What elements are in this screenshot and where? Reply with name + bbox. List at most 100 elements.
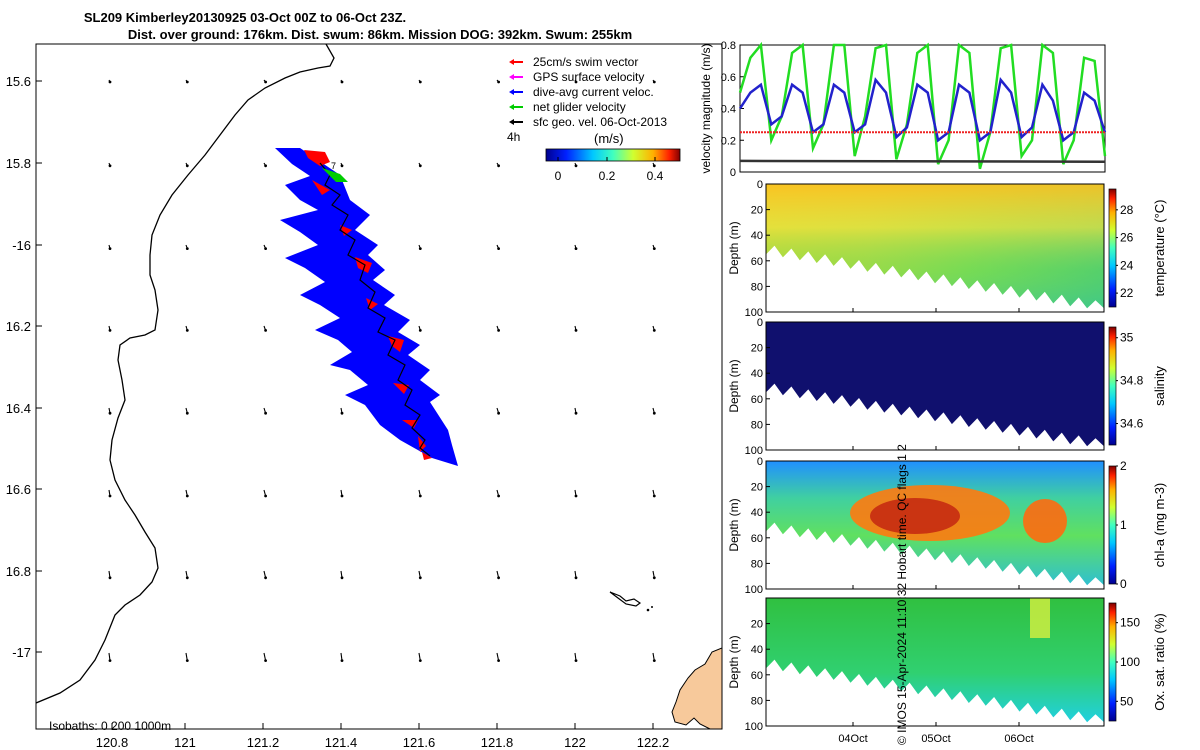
map-y-tick-label: -16 <box>12 238 31 253</box>
geo-velocity-arrow <box>418 244 422 251</box>
speed-colorbar-tick: 0.2 <box>599 169 616 183</box>
geo-velocity-arrow <box>496 325 500 332</box>
geo-velocity-arrow <box>263 407 267 415</box>
map-y-tick-label: 16.8 <box>6 564 31 579</box>
velocity-y-label: velocity magnitude (m/s) <box>699 43 713 173</box>
legend-item: 25cm/s swim vector <box>509 55 638 69</box>
geo-velocity-arrow <box>263 325 267 332</box>
profile-y-tick: 60 <box>751 256 763 268</box>
geo-velocity-arrow <box>652 407 656 415</box>
oxygen-high-patch <box>1030 598 1050 638</box>
speed-colorbar-ticks: 0 0.2 0.4 <box>555 157 664 183</box>
profile-y-tick: 40 <box>751 230 763 242</box>
legend-label: net glider velocity <box>533 100 626 114</box>
map-tick-labels: 120.8 121 121.2 121.4 121.6 121.8 122 122.2 15.6… <box>6 74 670 750</box>
profile-colorbar-tick: 150 <box>1120 616 1140 630</box>
profile-panel-chl-a: 0 20 40 60 80 100 Depth (m) 0 1 2 chl-a (mg m-3) <box>727 456 1167 596</box>
geo-velocity-arrow <box>574 162 578 168</box>
profile-data-field <box>766 322 1104 447</box>
map-title-line2: Dist. over ground: 176km. Dist. swum: 86… <box>127 27 633 42</box>
geo-velocity-arrow <box>574 570 578 580</box>
geo-velocity-arrow <box>496 244 500 251</box>
geo-velocity-arrow <box>418 652 422 662</box>
profile-y-tick: 40 <box>751 368 763 380</box>
scale-label: 4h <box>507 130 520 144</box>
speed-colorbar <box>545 148 681 162</box>
profile-colorbar-tick: 22 <box>1120 286 1134 300</box>
geo-velocity-arrow <box>496 489 500 498</box>
profile-axes-frame <box>765 460 1105 590</box>
map-x-tick-label: 121 <box>174 735 196 750</box>
legend-item: GPS surface velocity <box>509 70 644 84</box>
geo-velocity-arrow <box>185 79 189 84</box>
profile-colorbar <box>1108 188 1117 308</box>
map-y-tick-label: 16.6 <box>6 482 31 497</box>
legend-item: dive-avg current veloc. <box>509 85 654 99</box>
profile-y-tick: 20 <box>751 619 763 631</box>
profile-data-field <box>766 598 1104 723</box>
geo-velocity-arrow <box>418 570 422 580</box>
profile-colorbar-label: chl-a (mg m-3) <box>1152 483 1167 568</box>
velocity-panel: 0 0.2 0.4 0.6 0.8 velocity magnitude (m/s) <box>699 40 1107 179</box>
geo-velocity-arrow <box>652 570 656 580</box>
map-x-tick-label: 121.8 <box>481 735 514 750</box>
profile-colorbar-tick: 24 <box>1120 258 1134 272</box>
footer-credit: © IMOS 15-Apr-2024 11:10:32 Hobart time.… <box>895 444 910 745</box>
geo-velocity-arrow <box>652 79 656 84</box>
geo-velocity-arrow <box>418 79 422 84</box>
legend-label: sfc geo. vel. 06-Oct-2013 <box>533 115 667 129</box>
geo-velocity-arrow <box>185 652 189 662</box>
profile-colorbar <box>1108 465 1117 585</box>
profile-y-tick: 40 <box>751 644 763 656</box>
geo-velocity-arrow <box>263 162 267 168</box>
glider-track: 7 <box>275 148 458 466</box>
geo-velocity-arrow <box>652 162 656 168</box>
island <box>609 591 642 607</box>
profile-y-tick: 0 <box>757 317 763 329</box>
net-velocity-arrow <box>322 168 348 182</box>
map-title-line1: SL209 Kimberley20130925 03-Oct 00Z to 06… <box>83 10 407 25</box>
geo-velocity-arrow <box>108 79 112 84</box>
coastline <box>36 44 335 704</box>
profile-y-label: Depth (m) <box>727 221 741 274</box>
profile-colorbar-label: Ox. sat. ratio (%) <box>1152 613 1167 711</box>
profile-y-tick: 100 <box>745 721 763 733</box>
map-x-tick-label: 121.6 <box>403 735 436 750</box>
profile-y-tick: 0 <box>757 179 763 191</box>
geo-velocity-arrow <box>185 325 189 332</box>
legend-item: sfc geo. vel. 06-Oct-2013 <box>509 115 667 129</box>
profile-y-tick: 60 <box>751 394 763 406</box>
profile-colorbar-tick: 34.8 <box>1120 374 1144 388</box>
velocity-y-tick: 0.6 <box>721 72 736 84</box>
geo-velocity-arrow <box>263 489 267 498</box>
profile-y-tick: 20 <box>751 343 763 355</box>
profile-y-tick: 0 <box>757 456 763 468</box>
geo-velocity-arrows <box>108 79 656 662</box>
svg-text:7: 7 <box>331 161 336 171</box>
profile-y-tick: 100 <box>745 307 763 319</box>
profile-y-tick: 80 <box>751 281 763 293</box>
velocity-y-tick: 0.4 <box>721 104 736 116</box>
geo-velocity-arrow <box>574 652 578 662</box>
map-y-tick-label: -17 <box>12 645 31 660</box>
profile-y-tick: 40 <box>751 507 763 519</box>
geo-velocity-arrow <box>108 570 112 580</box>
profile-y-tick: 80 <box>751 695 763 707</box>
geo-velocity-arrow <box>418 162 422 168</box>
geo-velocity-arrow <box>185 407 189 415</box>
profile-colorbar-tick: 34.6 <box>1120 417 1144 431</box>
profile-y-tick: 100 <box>745 584 763 596</box>
profile-axes-frame <box>765 597 1105 727</box>
geo-velocity-arrow <box>652 652 656 662</box>
geo-velocity-arrow <box>496 162 500 168</box>
profile-x-tick: 05Oct <box>921 733 950 745</box>
speed-colorbar-tick: 0 <box>555 169 562 183</box>
map-x-tick-label: 121.4 <box>325 735 358 750</box>
velocity-series-line <box>738 41 1107 170</box>
profile-y-tick: 60 <box>751 670 763 682</box>
profile-y-tick: 20 <box>751 482 763 494</box>
profile-panel-temperature: 0 20 40 60 80 100 Depth (m) 22 24 26 28 temperature… <box>727 179 1167 319</box>
map-y-tick-label: 15.8 <box>6 156 31 171</box>
